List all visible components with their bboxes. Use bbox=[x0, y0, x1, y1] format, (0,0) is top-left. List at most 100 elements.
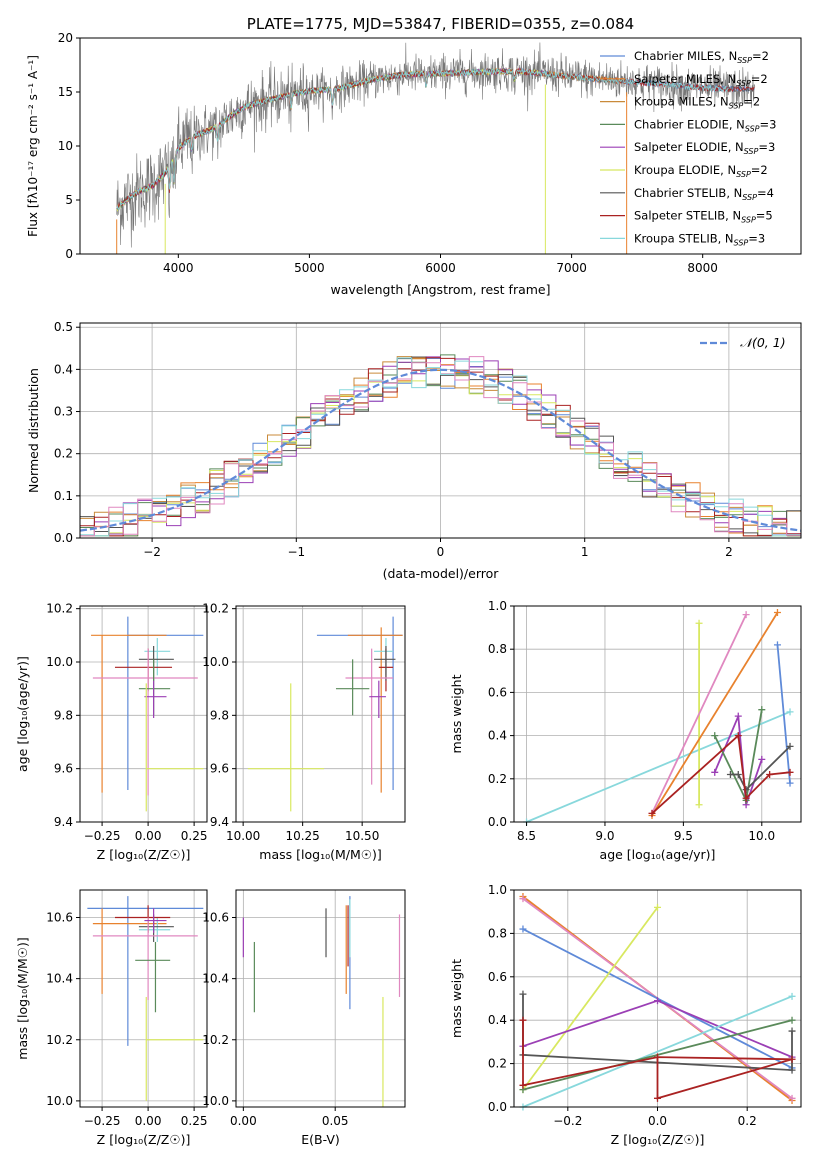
plot-mass_weight_vs_Z: −0.2 0.0 0.2 0.0 0.2 0.4 0.6 0.8 1.0 Z [log₁₀(Z/Z… bbox=[449, 883, 802, 1147]
x-tick-label: −2 bbox=[143, 545, 161, 559]
weight-marker-salpeter_stelib bbox=[648, 809, 656, 817]
legend-label: Salpeter MILES, N bbox=[634, 72, 736, 86]
x-tick-label: −0.25 bbox=[84, 829, 121, 843]
y-tick-label: 0.0 bbox=[54, 531, 73, 545]
y-tick-label: 10.2 bbox=[202, 602, 229, 616]
legend-suffix: =4 bbox=[757, 186, 774, 200]
weight-marker-chabrier_elodie bbox=[788, 1016, 796, 1024]
x-tick-label: 0.05 bbox=[322, 1114, 349, 1128]
plot-age_vs_Z: −0.25 0.00 0.25 9.4 9.6 9.8 10.0 10.2 Z [log₁₀(Z… bbox=[15, 602, 208, 862]
weight-marker-chabrier_stelib bbox=[734, 770, 742, 778]
legend-subscript: SSP bbox=[729, 102, 744, 111]
histogram-kroupa_stelib bbox=[79, 357, 801, 538]
y-tick-label: 0.3 bbox=[54, 405, 73, 419]
weight-marker-kroupa_elodie bbox=[695, 619, 703, 627]
legend-label: Kroupa STELIB, N bbox=[634, 231, 734, 245]
weight-marker-chabrier_elodie bbox=[711, 732, 719, 740]
weight-line-salpeter_stelib bbox=[522, 1020, 793, 1100]
y-tick-label: 10.2 bbox=[46, 1033, 73, 1047]
weight-marker-salpeter_stelib bbox=[742, 794, 750, 802]
legend-suffix: =2 bbox=[751, 72, 768, 86]
weight-marker-salpeter_stelib bbox=[654, 1053, 661, 1061]
weight-marker-chabrier_elodie bbox=[758, 706, 766, 714]
x-tick-label: 0.25 bbox=[181, 1114, 208, 1128]
legend-suffix: =2 bbox=[743, 95, 760, 109]
legend-subscript: SSP bbox=[741, 216, 756, 225]
plot-mass_vs_Z: −0.25 0.00 0.25 10.0 10.2 10.4 10.6 Z [log₁₀(Z/… bbox=[15, 889, 208, 1147]
y-tick-label: 9.6 bbox=[210, 762, 229, 776]
weight-marker-kroupa_elodie bbox=[695, 801, 703, 809]
x-tick-label: −1 bbox=[287, 545, 305, 559]
x-tick-label: 5000 bbox=[294, 261, 325, 275]
x-axis-label: age [log₁₀(age/yr)] bbox=[600, 847, 716, 862]
weight-marker-kroupa_stelib bbox=[786, 708, 794, 716]
legend-entry-kroupa_miles: Kroupa MILES, NSSP=2 bbox=[634, 95, 760, 111]
weight-line-kroupa_stelib bbox=[522, 995, 793, 1108]
y-axis-label: Flux [fλ10⁻¹⁷ erg cm⁻² s⁻¹ A⁻¹] bbox=[26, 55, 40, 237]
y-tick-label: 0.8 bbox=[488, 642, 507, 656]
y-tick-label: 1.0 bbox=[488, 599, 507, 613]
x-tick-label: 9.5 bbox=[674, 829, 693, 843]
y-tick-label: 10.2 bbox=[46, 602, 73, 616]
x-axis-label: Z [log₁₀(Z/Z☉)] bbox=[97, 847, 191, 862]
y-tick-label: 9.8 bbox=[54, 708, 73, 722]
weight-marker-salpeter_stelib bbox=[788, 1055, 796, 1063]
y-tick-label: 0.1 bbox=[54, 489, 73, 503]
legend-entry-chabrier_elodie: Chabrier ELODIE, NSSP=3 bbox=[634, 117, 776, 133]
weight-marker-salpeter_stelib bbox=[786, 768, 794, 776]
histogram-pink bbox=[79, 356, 801, 538]
y-tick-label: 10 bbox=[58, 139, 73, 153]
weight-marker-chabrier_stelib bbox=[786, 742, 794, 750]
weight-marker-salpeter_stelib bbox=[654, 1094, 661, 1102]
y-tick-label: 10.6 bbox=[46, 911, 73, 925]
legend-label: Salpeter STELIB, N bbox=[634, 209, 741, 223]
y-tick-label: 0.4 bbox=[488, 729, 507, 743]
normal-curve bbox=[79, 368, 802, 532]
model-spectrum-kroupa_stelib bbox=[116, 68, 729, 211]
legend-entry-chabrier_stelib: Chabrier STELIB, NSSP=4 bbox=[634, 186, 774, 202]
weight-marker-chabrier_miles bbox=[519, 925, 527, 933]
plot-spectrum: 4000 5000 6000 7000 8000 0 5 10 15 20 PLATE=1775, … bbox=[26, 15, 802, 297]
weight-marker-pink bbox=[742, 611, 750, 619]
weight-marker-salpeter_stelib bbox=[519, 1016, 527, 1024]
weight-marker-chabrier_stelib bbox=[788, 1066, 796, 1074]
y-tick-label: 0.0 bbox=[488, 815, 507, 829]
weight-line-chabrier_miles bbox=[776, 644, 791, 784]
legend-suffix: =2 bbox=[751, 163, 768, 177]
x-axis-label: wavelength [Angstrom, rest frame] bbox=[330, 282, 550, 297]
legend-label: Chabrier STELIB, N bbox=[634, 186, 742, 200]
y-tick-label: 9.8 bbox=[210, 708, 229, 722]
y-tick-label: 9.6 bbox=[54, 762, 73, 776]
x-tick-label: 10.00 bbox=[226, 829, 260, 843]
weight-marker-chabrier_stelib bbox=[788, 1027, 796, 1035]
x-tick-label: 0.00 bbox=[135, 829, 162, 843]
x-tick-label: 8000 bbox=[687, 261, 718, 275]
x-tick-label: 0.0 bbox=[648, 1114, 667, 1128]
y-tick-label: 5 bbox=[65, 193, 73, 207]
y-tick-label: 0.5 bbox=[54, 320, 73, 334]
weight-line-kroupa_stelib bbox=[526, 710, 791, 823]
x-tick-label: 0.00 bbox=[135, 1114, 162, 1128]
legend-suffix: =5 bbox=[756, 209, 773, 223]
y-tick-label: 10.0 bbox=[202, 655, 229, 669]
axes-frame bbox=[235, 605, 406, 823]
x-tick-label: 0 bbox=[437, 545, 445, 559]
x-tick-label: 0.25 bbox=[181, 829, 208, 843]
weight-marker-chabrier_stelib bbox=[726, 770, 734, 778]
weight-marker-salpeter_stelib bbox=[734, 732, 742, 740]
y-tick-label: 10.0 bbox=[46, 1094, 73, 1108]
weight-marker-pink bbox=[788, 1094, 796, 1102]
legend-subscript: SSP bbox=[744, 147, 759, 156]
y-axis-label: age [log₁₀(age/yr)] bbox=[15, 656, 30, 772]
x-axis-label: Z [log₁₀(Z/Z☉)] bbox=[611, 1132, 705, 1147]
y-tick-label: 9.4 bbox=[54, 815, 73, 829]
legend-label: Kroupa MILES, N bbox=[634, 95, 729, 109]
y-tick-label: 0.6 bbox=[488, 685, 507, 699]
weight-line-salpeter_miles bbox=[651, 612, 779, 816]
plot-mass_vs_ebv: 0.00 0.05 10.0 10.2 10.4 10.6 E(B-V) bbox=[202, 889, 406, 1147]
x-axis-label: (data-model)/error bbox=[383, 566, 500, 581]
x-tick-label: 6000 bbox=[425, 261, 456, 275]
y-axis-label: mass weight bbox=[449, 674, 464, 753]
legend-label: Kroupa ELODIE, N bbox=[634, 163, 736, 177]
y-tick-label: 0 bbox=[65, 247, 73, 261]
